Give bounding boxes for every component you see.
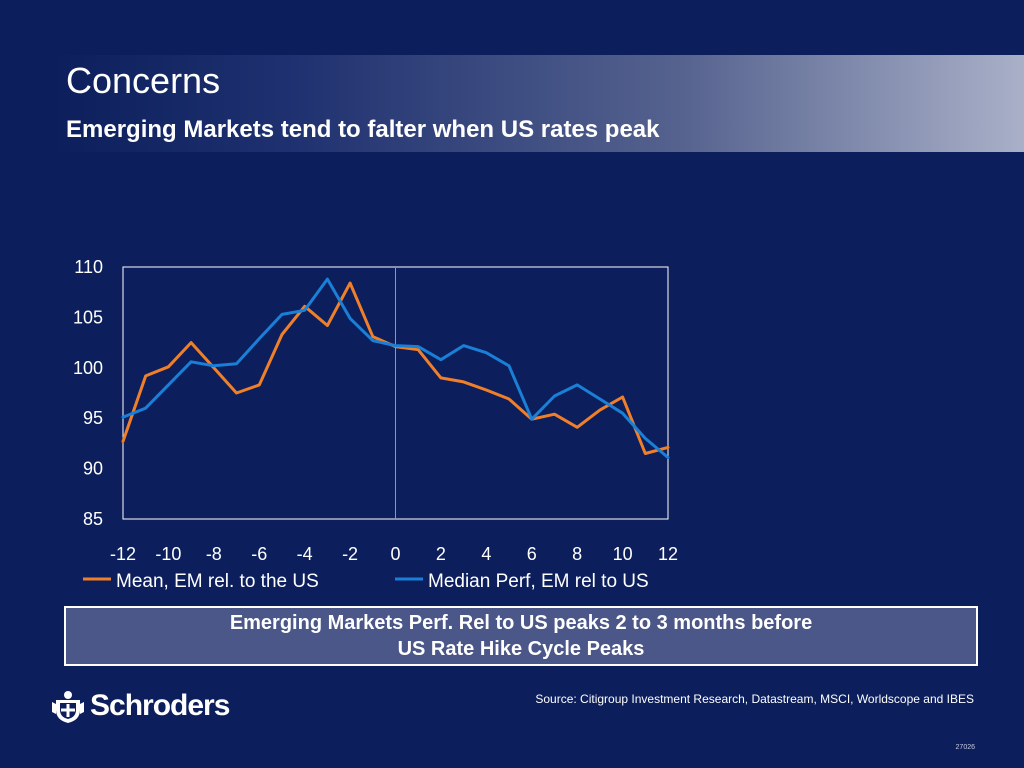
x-tick-label: 6 [527,544,537,564]
x-tick-label: 4 [481,544,491,564]
callout-box: Emerging Markets Perf. Rel to US peaks 2… [64,606,978,666]
brand-name: Schroders [90,689,230,722]
y-tick-label: 100 [73,358,103,378]
x-tick-label: 0 [390,544,400,564]
x-tick-label: 12 [658,544,678,564]
page-title: Concerns [66,60,221,101]
y-tick-label: 95 [83,408,103,428]
slide-code: 27026 [955,744,975,751]
series-line-median [121,277,670,459]
y-tick-label: 105 [73,307,103,327]
x-tick-label: -10 [155,544,181,564]
schroders-logo: Schroders [50,688,230,724]
y-tick-label: 90 [83,459,103,479]
y-tick-label: 110 [74,257,103,277]
line-chart: 85 90 95 100 105 110 -12 -10 -8 -6 -4 -2 0 2 4 6 8 10 12 Me… [73,257,678,592]
legend-label-median: Median Perf, EM rel to US [428,571,649,592]
x-tick-label: -2 [342,544,358,564]
x-tick-label: -6 [251,544,267,564]
crest-icon [52,691,84,723]
source-note: Source: Citigroup Investment Research, D… [535,692,974,706]
x-tick-label: 2 [436,544,446,564]
x-tick-label: -4 [297,544,313,564]
y-tick-label: 85 [83,509,103,529]
x-tick-label: 10 [613,544,633,564]
x-tick-label: -8 [206,544,222,564]
title-band [52,55,1024,152]
callout-line-2: US Rate Hike Cycle Peaks [397,638,645,660]
page-subtitle: Emerging Markets tend to falter when US … [66,116,660,143]
legend-label-mean: Mean, EM rel. to the US [116,571,319,592]
x-tick-label: 8 [572,544,582,564]
x-tick-label: -12 [110,544,136,564]
callout-line-1: Emerging Markets Perf. Rel to US peaks 2… [229,612,813,634]
